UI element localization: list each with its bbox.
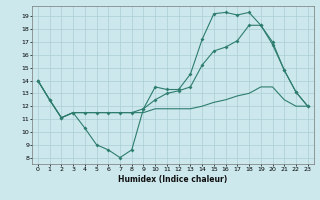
X-axis label: Humidex (Indice chaleur): Humidex (Indice chaleur) — [118, 175, 228, 184]
